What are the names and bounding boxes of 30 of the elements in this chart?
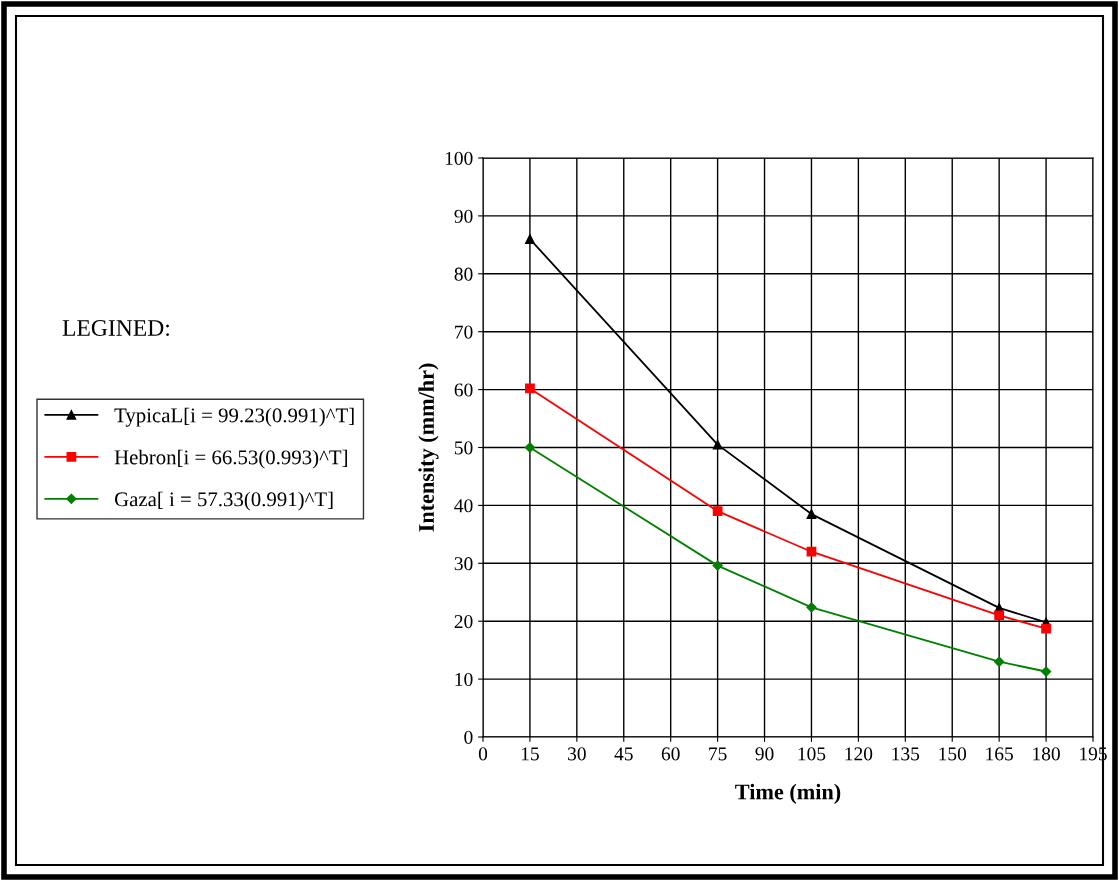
x-tick-label: 90 <box>755 747 774 761</box>
x-tick-label: 75 <box>709 747 727 761</box>
y-tick-label: 80 <box>454 267 473 281</box>
x-tick-label: 0 <box>478 747 488 761</box>
x-tick-label: 180 <box>1033 747 1060 761</box>
x-tick-label: 120 <box>845 747 873 761</box>
x-tick-label: 135 <box>892 747 920 761</box>
y-tick-label: 20 <box>454 615 473 629</box>
y-tick-label: 60 <box>454 383 473 397</box>
y-tick-label: 70 <box>455 325 473 339</box>
x-tick-label: 165 <box>986 747 1013 761</box>
legend-label: Hebron[i = 66.53(0.993)^T] <box>114 449 347 469</box>
x-axis-title: Time (min) <box>735 783 841 804</box>
y-tick-label: 50 <box>454 441 473 455</box>
x-tick-label: 30 <box>568 747 586 761</box>
y-axis-title: Intensity (mm/hr) <box>418 363 439 532</box>
legend-label: TypicaL[i = 99.23(0.991)^T] <box>114 407 354 427</box>
y-tick-label: 100 <box>445 151 473 165</box>
legend-title: LEGINED: <box>62 320 169 337</box>
x-tick-label: 150 <box>939 747 967 761</box>
y-tick-label: 0 <box>464 730 473 744</box>
y-tick-label: 40 <box>454 499 473 513</box>
legend-label: Gaza[ i = 57.33(0.991)^T] <box>114 491 333 511</box>
x-tick-label: 105 <box>798 747 826 761</box>
x-tick-label: 15 <box>521 747 539 761</box>
x-tick-label: 45 <box>614 747 633 761</box>
y-tick-label: 90 <box>454 209 473 223</box>
y-tick-label: 10 <box>455 672 473 687</box>
x-tick-label: 60 <box>661 747 680 761</box>
y-tick-label: 30 <box>454 557 473 571</box>
